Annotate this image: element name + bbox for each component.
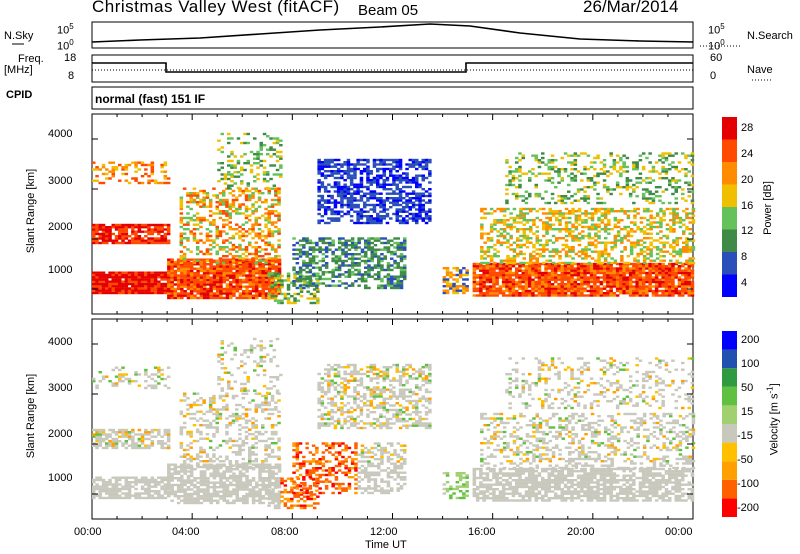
xtick-5: 20:00	[567, 526, 595, 538]
power-cbar-tick-28: 28	[741, 122, 754, 134]
nave-label: Nave	[747, 64, 773, 76]
xtick-1: 04:00	[172, 526, 200, 538]
power-ytick-4000: 4000	[48, 128, 73, 140]
power-cbar-tick-4: 4	[741, 277, 748, 289]
xtick-2: 08:00	[271, 526, 299, 538]
nsky-label: N.Sky	[4, 30, 34, 42]
power-cbar-tick-16: 16	[741, 200, 754, 212]
nsky-panel-frame	[91, 21, 694, 49]
nsky-tick-low-right: 100	[708, 38, 725, 53]
vel-cbar-tick-50: 50	[741, 382, 754, 394]
power-scatter	[92, 132, 696, 305]
power-cbar-tick-20: 20	[741, 174, 754, 186]
cpid-panel-frame	[91, 86, 694, 110]
velocity-ytick-2000: 2000	[48, 428, 73, 440]
x-axis-label: Time UT	[365, 539, 407, 551]
axis-ticks	[91, 114, 694, 519]
power-ytick-3000: 3000	[48, 175, 73, 187]
power-cbar-tick-8: 8	[741, 251, 748, 263]
nsky-tick-low-left: 100	[57, 38, 74, 53]
vel-cbar-tick-15: 15	[741, 406, 754, 418]
cpid-label: CPID	[6, 89, 33, 101]
plot-date: 26/Mar/2014	[583, 0, 679, 16]
freq-unit: [MHz]	[4, 64, 33, 76]
xtick-4: 16:00	[468, 526, 496, 538]
freq-label: Freq.	[18, 53, 44, 65]
freq-tick-high: 18	[64, 52, 77, 64]
nave-tick-high: 60	[710, 52, 723, 64]
vel-cbar-tick-m100: -100	[737, 478, 760, 490]
nave-tick-low: 0	[710, 70, 717, 82]
xtick-3: 12:00	[370, 526, 398, 538]
vel-cbar-tick-100: 100	[741, 358, 760, 370]
velocity-ytick-4000: 4000	[48, 336, 73, 348]
xtick-6: 00:00	[665, 526, 693, 538]
velocity-colorbar	[722, 331, 737, 517]
beam-label: Beam 05	[358, 2, 419, 19]
freq-trace	[92, 62, 693, 73]
xtick-0: 00:00	[74, 526, 102, 538]
vel-cbar-tick-m15: -15	[737, 430, 753, 442]
plot-title: Christmas Valley West (fitACF)	[92, 0, 340, 16]
power-cbar-tick-24: 24	[741, 148, 754, 160]
velocity-ytick-1000: 1000	[48, 472, 73, 484]
freq-panel-frame	[91, 54, 694, 83]
nsearch-label: N.Search	[747, 30, 793, 42]
velocity-scatter	[92, 337, 696, 510]
vel-cbar-tick-m50: -50	[737, 454, 753, 466]
nsky-trace	[91, 23, 694, 43]
nsky-tick-high-left: 105	[57, 22, 74, 37]
power-cbar-tick-12: 12	[741, 225, 754, 237]
freq-tick-low: 8	[68, 70, 75, 82]
nsky-tick-high-right: 105	[708, 22, 725, 37]
cpid-value: normal (fast) 151 IF	[95, 92, 206, 106]
vel-cbar-tick-200: 200	[741, 334, 760, 346]
power-colorbar	[722, 117, 737, 297]
power-ytick-2000: 2000	[48, 221, 73, 233]
velocity-ytick-3000: 3000	[48, 382, 73, 394]
power-ytick-1000: 1000	[48, 264, 73, 276]
vel-cbar-tick-m200: -200	[737, 502, 760, 514]
